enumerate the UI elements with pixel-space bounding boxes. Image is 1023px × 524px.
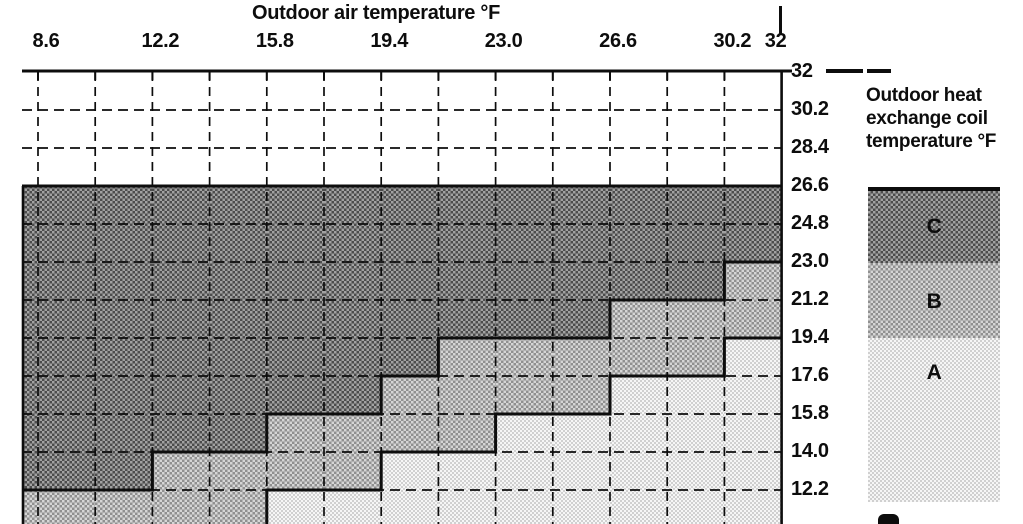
y-tick-label: 12.2 xyxy=(791,478,829,501)
y-tick-label: 28.4 xyxy=(791,136,829,159)
region-band-a xyxy=(266,490,325,524)
y-tick-label: 32 xyxy=(791,60,813,83)
y-axis-leader-dash xyxy=(826,69,863,73)
y-tick-label: 26.6 xyxy=(791,174,829,197)
region-band-b xyxy=(209,452,268,524)
boundary-b-a xyxy=(265,336,782,524)
region-band-a xyxy=(495,414,554,524)
region-band-a xyxy=(324,490,382,524)
cutoff-text-mark xyxy=(878,514,899,524)
region-band-c xyxy=(209,186,268,452)
legend-label-b: B xyxy=(926,290,942,313)
region-band-a xyxy=(552,414,611,524)
region-band-b xyxy=(438,338,497,452)
legend-label-c: C xyxy=(926,215,942,238)
x-tick-label: 15.8 xyxy=(255,30,294,52)
region-band-b xyxy=(95,490,153,524)
x-tick-label: 30.2 xyxy=(713,30,752,52)
y-tick-label: 14.0 xyxy=(791,440,829,463)
region-band-c xyxy=(381,186,439,376)
x-tick-label: 19.4 xyxy=(370,30,409,52)
y-tick-label: 17.6 xyxy=(791,364,829,387)
right-axis-title-line: temperature °F xyxy=(866,131,997,152)
y-tick-label: 30.2 xyxy=(791,98,829,121)
boundary-c-b xyxy=(22,260,782,492)
x-tick-label: 26.6 xyxy=(599,30,637,52)
right-axis-title: Outdoor heat exchange coil temperature °F xyxy=(866,84,996,153)
legend-swatch-b xyxy=(868,263,1000,342)
region-band-a xyxy=(724,338,783,524)
region-band-b xyxy=(22,490,96,524)
y-tick-label: 15.8 xyxy=(791,402,829,425)
y-tick-label: 23.0 xyxy=(791,250,829,273)
y-tick-label: 24.8 xyxy=(791,212,829,235)
y-axis-leader-dash xyxy=(867,69,891,73)
stray-scan-mark xyxy=(779,6,782,34)
region-band-c xyxy=(152,186,211,452)
legend-swatch-c xyxy=(868,187,1000,271)
x-tick-label: 12.2 xyxy=(141,30,180,52)
region-band-b xyxy=(152,452,211,524)
legend-swatch-a xyxy=(868,338,1000,502)
region-band-c xyxy=(667,186,725,300)
region-band-b xyxy=(552,338,611,414)
x-tick-label: 32 xyxy=(764,30,787,52)
right-axis-title-line: Outdoor heat xyxy=(866,85,982,106)
y-tick-label: 21.2 xyxy=(791,288,829,311)
region-band-a xyxy=(667,376,725,524)
top-axis-title: Outdoor air temperature °F xyxy=(251,2,501,24)
x-tick-label: 8.6 xyxy=(32,30,60,52)
right-axis-title-line: exchange coil xyxy=(866,108,988,129)
legend-label-a: A xyxy=(926,361,942,384)
region-band-a xyxy=(438,452,497,524)
region-band-b xyxy=(724,262,783,338)
y-tick-label: 19.4 xyxy=(791,326,829,349)
x-tick-label: 23.0 xyxy=(484,30,523,52)
region-band-c xyxy=(610,186,668,300)
region-band-a xyxy=(610,376,668,524)
region-band-a xyxy=(381,452,439,524)
